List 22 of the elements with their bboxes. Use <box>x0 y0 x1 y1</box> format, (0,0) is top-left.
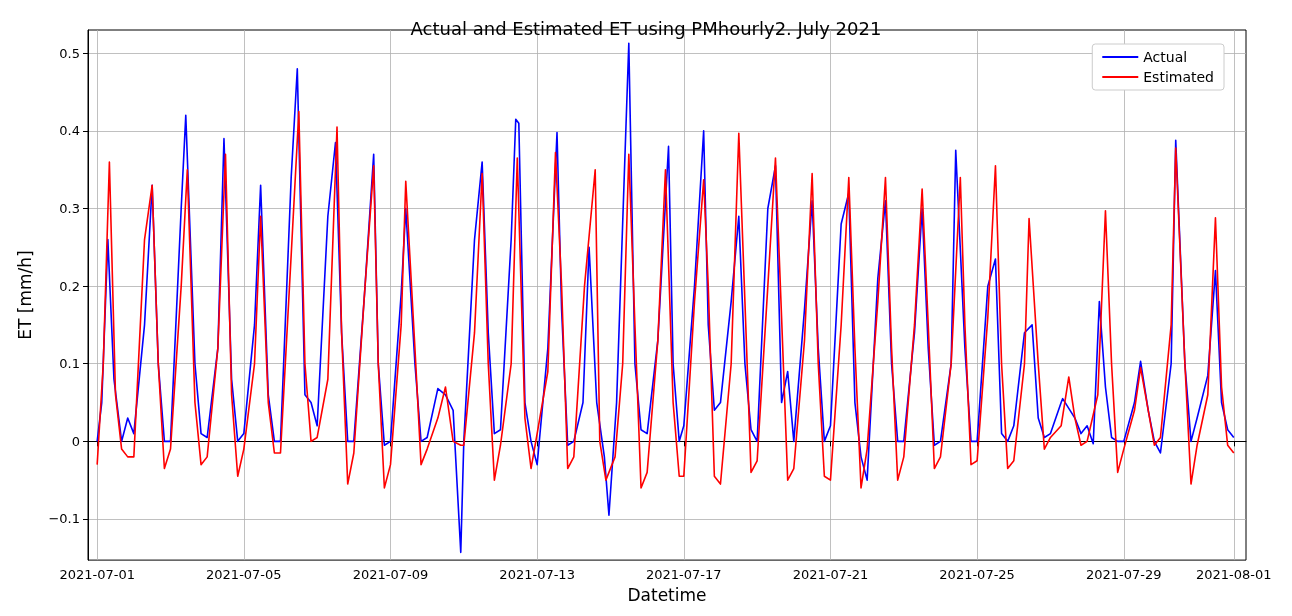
chart-title: Actual and Estimated ET using PMhourly2. July 2021 <box>410 17 882 39</box>
y-tick-label: 0.5 <box>59 45 80 61</box>
y-tick-label: 0.1 <box>59 356 80 372</box>
x-tick-label: 2021-07-09 <box>352 567 429 583</box>
legend-label: Actual <box>1143 49 1188 65</box>
x-axis-title: Datetime <box>627 584 707 605</box>
y-tick-label: −0.1 <box>48 511 80 527</box>
x-tick-label: 2021-07-13 <box>499 567 575 583</box>
x-tick-label: 2021-07-21 <box>792 567 869 583</box>
x-tick-label: 2021-07-25 <box>939 567 1015 583</box>
y-tick-label: 0.2 <box>59 278 80 294</box>
y-axis-title: ET [mm/h] <box>14 250 35 340</box>
line-series <box>96 110 1235 489</box>
x-tick-label: 2021-08-01 <box>1196 567 1272 583</box>
x-tick-label: 2021-07-29 <box>1086 567 1162 583</box>
y-tick-label: 0 <box>71 433 80 449</box>
x-tick-label: 2021-07-05 <box>206 567 282 583</box>
x-tick-label: 2021-07-01 <box>59 567 135 583</box>
x-tick-label: 2021-07-17 <box>646 567 722 583</box>
legend-label: Estimated <box>1143 69 1215 85</box>
y-tick-label: 0.4 <box>59 123 80 139</box>
y-tick-label: 0.3 <box>59 201 80 217</box>
